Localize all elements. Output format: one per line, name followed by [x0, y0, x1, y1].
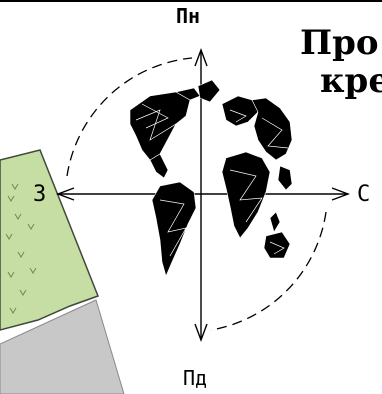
globe-icon [129, 79, 293, 277]
compass-rose [56, 48, 350, 342]
map-border [0, 0, 382, 2]
globe-mesh [135, 103, 289, 257]
north-arrowhead [194, 48, 208, 67]
compass-east-label: С [357, 182, 371, 207]
dashed-ring [66, 57, 327, 331]
east-arrowhead [331, 187, 350, 201]
map-title: Про кре [300, 24, 382, 100]
map-title-line-2: кре [320, 61, 382, 101]
compass-north-label: Пн [176, 4, 201, 28]
compass-west-label: З [33, 182, 47, 207]
vegetation-marks [5, 183, 37, 314]
south-arrowhead [194, 323, 208, 342]
map-title-line-1: Про [300, 23, 379, 63]
green-field [0, 149, 99, 331]
compass-south-label: Пд [183, 366, 208, 390]
west-arrowhead [56, 187, 75, 201]
grey-area [0, 299, 125, 394]
